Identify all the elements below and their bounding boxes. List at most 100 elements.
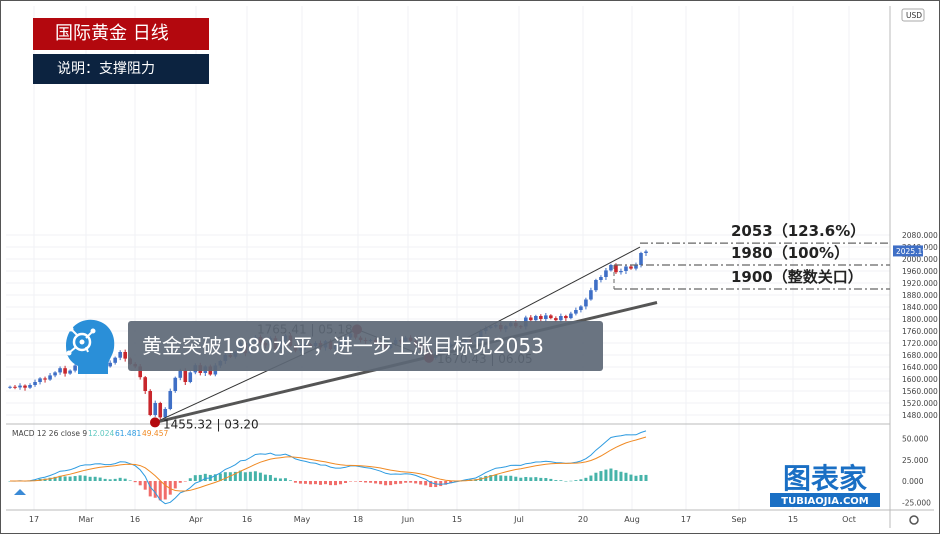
macd-histogram-bar [644,474,648,481]
price-tick-label: 2000.000 [902,255,938,264]
macd-histogram-bar [524,476,528,481]
candle-body [544,315,548,319]
macd-histogram-bar [509,475,513,481]
macd-histogram-bar [444,481,448,485]
macd-histogram-bar [168,481,172,495]
candle-body [53,372,57,376]
candle-body [609,265,613,271]
candle-body [569,313,573,319]
candle-body [539,316,543,319]
macd-histogram-bar [293,481,297,483]
macd-histogram-bar [504,475,508,481]
candle-body [58,368,62,373]
macd-histogram-bar [329,481,333,486]
macd-histogram-bar [303,481,307,484]
candle-body [559,316,563,321]
candle-body [599,277,603,280]
macd-histogram-bar [634,475,638,481]
currency-label: USD [906,11,922,20]
macd-histogram-bar [278,478,282,481]
time-tick-label: Aug [624,515,640,524]
candle-body [579,306,583,310]
watermark-brand: 图表家 [783,462,867,495]
candle-body [178,370,183,378]
macd-settings-icon[interactable] [14,489,26,495]
macd-histogram-bar [419,481,423,485]
macd-signal-value: 49.457 [142,429,168,438]
macd-histogram-bar [238,470,242,481]
macd-histogram-bar [173,481,177,489]
candle-body [173,377,178,391]
candle-body [644,251,648,253]
macd-histogram-bar [414,481,418,484]
macd-histogram-bar [369,481,373,483]
pivot-marker [150,417,160,428]
macd-histogram-bar [58,475,62,481]
candle-body [123,352,127,359]
macd-histogram-bar [318,481,322,485]
macd-panel: MACD 12 26 close 9 12.024 61.481 49.457 50.0… [8,429,931,507]
macd-histogram-bar [83,475,87,481]
macd-histogram-bar [409,481,413,483]
macd-histogram-bar [73,476,77,481]
candle-body [153,403,158,415]
macd-histogram-bar [559,480,563,481]
gear-icon[interactable] [909,515,919,525]
macd-histogram-bar [323,481,327,485]
macd-histogram-bar [589,475,593,481]
macd-histogram-bar [484,475,488,481]
candle-body [163,409,168,418]
macd-histogram-bar [384,481,388,486]
macd-histogram-bar [514,476,518,481]
candle-body [584,299,588,307]
macd-histogram-bar [313,481,317,485]
candle-body [529,317,533,321]
macd-histogram-bar [308,481,312,485]
macd-histogram-bar [193,475,197,481]
macd-histogram-bar [549,478,553,481]
macd-tick-label: 0.000 [902,477,924,486]
time-tick-label: 17 [29,515,39,524]
price-tick-label: 1960.000 [902,267,938,276]
macd-histogram-bar [554,480,558,481]
macd-histogram-bar [399,481,403,484]
macd-histogram-bar [594,472,598,481]
chart-subtitle: 说明：支撑阻力 [33,54,209,84]
macd-histogram-bar [604,469,608,481]
macd-tick-label: 25.000 [902,456,928,465]
time-tick-label: Jun [401,515,415,524]
price-tick-label: 1520.000 [902,399,938,408]
candle-body [594,280,598,291]
macd-histogram-bar [133,481,137,483]
candle-body [183,370,188,382]
macd-histogram-bar [494,474,498,481]
candle-body [28,385,32,388]
macd-histogram-bar [298,481,302,484]
macd-label: MACD 12 26 close 9 [12,429,87,438]
candle-body [574,310,578,314]
macd-histogram-bar [489,475,493,481]
time-axis: 17 Mar 16 Apr 16 May 18 Jun 15 Jul 20 Aug 17 Sep 15 Oct [29,515,919,525]
level-label: 2053（123.6%） [731,222,865,240]
macd-histogram-bar [629,474,633,481]
macd-histogram-bar [564,480,568,482]
macd-histogram-bar [449,481,453,484]
candle-body [118,352,122,358]
macd-histogram-bar [394,481,398,485]
macd-tick-label: 50.000 [902,435,928,444]
time-tick-label: 15 [788,515,798,524]
price-tick-label: 1480.000 [902,411,938,420]
candle-body [38,378,42,382]
time-tick-label: May [294,515,311,524]
macd-histogram-bar [544,478,548,481]
macd-histogram-bar [439,481,443,487]
candle-body [634,265,638,269]
level-label: 1980（100%） [731,244,849,262]
macd-histogram-bar [218,473,222,481]
current-price-tag [893,245,923,257]
candle-body [614,265,618,273]
macd-histogram-bar [63,476,67,481]
macd-histogram-bar [359,481,363,482]
candle-body [23,385,27,388]
